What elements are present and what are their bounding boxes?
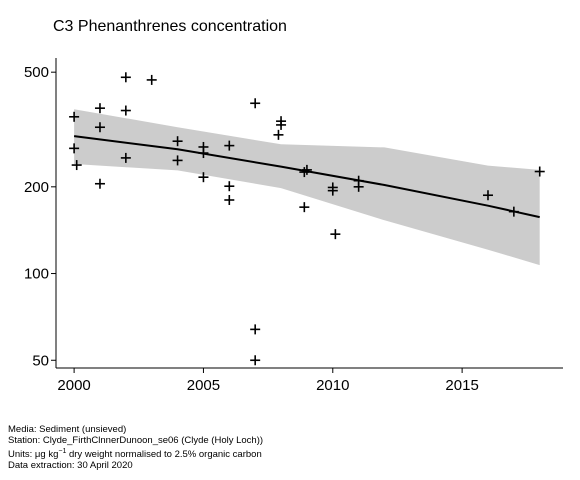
data-point [482, 190, 493, 201]
data-point [250, 355, 261, 366]
data-point [198, 148, 209, 159]
x-tick-label: 2015 [445, 377, 478, 394]
confidence-band-layer [74, 109, 540, 266]
data-point [250, 98, 261, 109]
data-point [250, 324, 261, 335]
data-point [120, 152, 131, 163]
footer-units-sup: −1 [58, 448, 67, 455]
data-point [224, 140, 235, 151]
footer-units: Units: μg kg−1 dry weight normalised to … [8, 446, 263, 460]
data-point [224, 181, 235, 192]
x-tick-label: 2005 [187, 377, 220, 394]
data-point [120, 105, 131, 116]
footer-station: Station: Clyde_FirthClnnerDunoon_se06 (C… [8, 435, 264, 446]
data-point [69, 111, 80, 122]
axes-layer: 50 100 200 500 2000 2005 2010 2015 [24, 58, 563, 394]
data-point [71, 160, 82, 171]
data-point [94, 103, 105, 114]
data-point [94, 122, 105, 133]
scatter-plot: 50 100 200 500 2000 2005 2010 2015 [24, 58, 563, 394]
data-point [69, 143, 80, 154]
trend-line-layer [73, 135, 540, 219]
trend-line [73, 135, 540, 219]
data-point [172, 136, 183, 147]
y-tick-label: 100 [24, 266, 49, 283]
data-point [224, 194, 235, 205]
x-tick-label: 2000 [57, 377, 90, 394]
y-tick-label: 50 [32, 352, 49, 369]
data-point [534, 166, 545, 177]
data-point [299, 167, 310, 178]
data-point [327, 185, 338, 196]
data-point [353, 181, 364, 192]
data-point [330, 229, 341, 240]
data-points-layer [69, 72, 545, 366]
data-point [276, 119, 287, 130]
data-point [120, 72, 131, 83]
footer-extraction: Data extraction: 30 April 2020 [8, 460, 133, 472]
data-point [299, 202, 310, 213]
data-point [146, 74, 157, 85]
footer-media: Media: Sediment (unsieved) [8, 424, 127, 435]
data-point [508, 206, 519, 217]
footer-units-suffix: dry weight normalised to 2.5% organic ca… [66, 449, 262, 461]
data-point [273, 129, 284, 140]
data-point [198, 172, 209, 183]
data-point [172, 155, 183, 166]
chart-title: C3 Phenanthrenes concentration [53, 18, 287, 35]
y-tick-label: 200 [24, 179, 49, 196]
chart-footer: Media: Sediment (unsieved) Station: Clyd… [8, 424, 263, 471]
y-tick-label: 500 [24, 64, 49, 81]
x-tick-label: 2010 [316, 377, 349, 394]
data-point [94, 178, 105, 189]
footer-units-prefix: Units: μg kg [8, 449, 59, 461]
confidence-band [74, 109, 540, 266]
